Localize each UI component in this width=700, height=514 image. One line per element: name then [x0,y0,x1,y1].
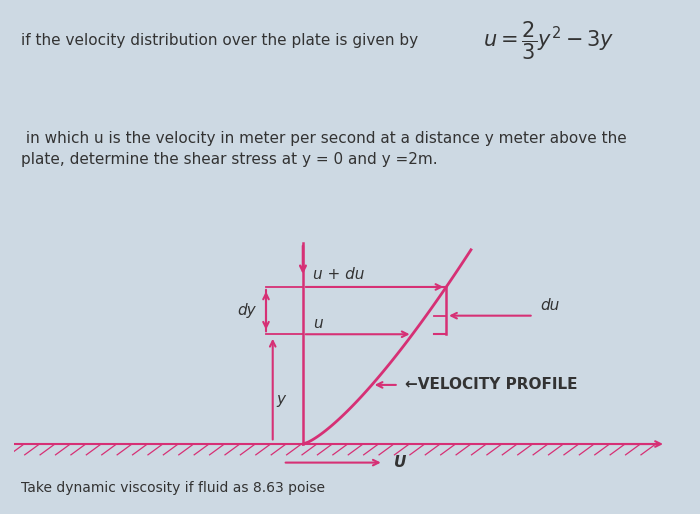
Text: dy: dy [237,303,256,318]
Text: y: y [276,392,285,407]
Text: u: u [313,316,323,331]
Text: du: du [540,298,559,313]
Text: Take dynamic viscosity if fluid as 8.63 poise: Take dynamic viscosity if fluid as 8.63 … [21,481,325,494]
Text: U: U [393,455,406,470]
Text: $u = \dfrac{2}{3}y^2 - 3y$: $u = \dfrac{2}{3}y^2 - 3y$ [483,20,615,62]
Text: if the velocity distribution over the plate is given by: if the velocity distribution over the pl… [21,33,418,48]
Text: u + du: u + du [313,267,365,282]
Text: ←VELOCITY PROFILE: ←VELOCITY PROFILE [405,377,578,392]
Text: in which u is the velocity in meter per second at a distance y meter above the
p: in which u is the velocity in meter per … [21,131,626,167]
